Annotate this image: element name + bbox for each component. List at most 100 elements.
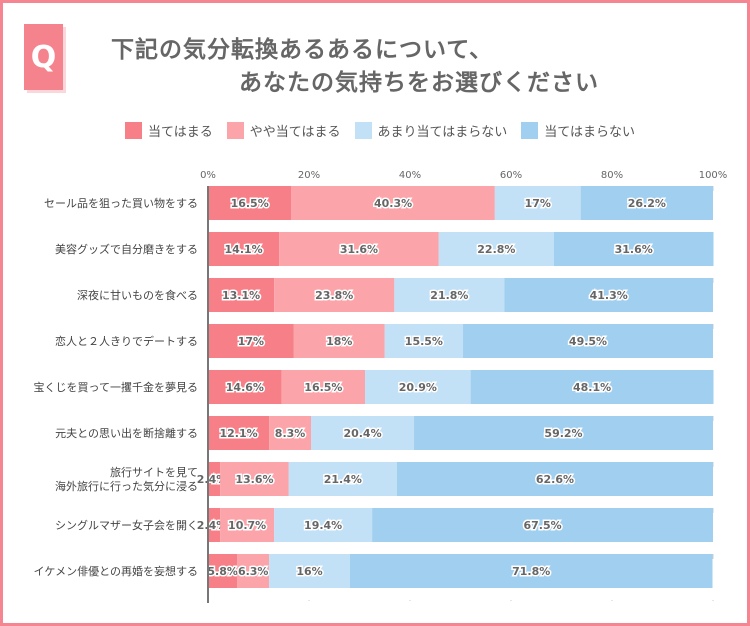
bar-segment: [274, 278, 395, 312]
data-label: 19.4%: [304, 519, 342, 532]
data-label: 67.5%: [523, 519, 561, 532]
data-label: 10.7%: [228, 519, 266, 532]
legend-swatch: [125, 122, 142, 139]
category-label: 恋人と２人きりでデートする: [55, 334, 198, 348]
data-label: 17%: [238, 335, 264, 348]
bar-segment: [494, 186, 581, 220]
bar-segment: [288, 462, 397, 496]
data-label: 12.1%: [219, 427, 257, 440]
title-line-1: 下記の気分転換あるあるについて、: [111, 37, 494, 63]
data-label: 23.8%: [315, 289, 353, 302]
bar-segment: [208, 232, 280, 266]
tick-label: 100%: [699, 170, 728, 181]
bar-segment: [311, 416, 415, 450]
legend: 当てはまる やや当てはまる あまり当てはまらない 当てはまらない: [125, 121, 635, 140]
bar-segment: [349, 554, 713, 588]
data-label: 16.5%: [304, 381, 342, 394]
tick-label: 80%: [601, 170, 623, 181]
bar-segment: [396, 462, 713, 496]
data-label: 26.2%: [628, 197, 666, 210]
data-label: 17%: [525, 197, 551, 210]
tick-label: 60%: [500, 170, 522, 181]
category-label: 海外旅行に行った気分に浸る: [55, 479, 198, 493]
bar-segment: [274, 508, 373, 542]
bar-segment: [237, 554, 270, 588]
bar-segment: [208, 554, 238, 588]
legend-label: あまり当てはまらない: [377, 125, 508, 140]
data-label: 14.1%: [225, 243, 263, 256]
category-label: シングルマザー女子会を開く: [55, 518, 198, 532]
category-label: 深夜に甘いものを食べる: [77, 288, 198, 302]
category-label: 旅行サイトを見て: [110, 465, 198, 479]
bar-segment: [208, 186, 292, 220]
data-label: 48.1%: [573, 381, 611, 394]
legend-item: やや当てはまる: [226, 121, 341, 140]
bar-segment: [293, 324, 385, 358]
data-label: 16.5%: [231, 197, 269, 210]
bar-segment: [281, 370, 366, 404]
data-label: 15.5%: [405, 335, 443, 348]
bar-segment: [208, 370, 282, 404]
bar-segment: [580, 186, 713, 220]
data-label: 62.6%: [536, 473, 574, 486]
data-label: 59.2%: [544, 427, 582, 440]
q-badge: Q: [24, 24, 63, 90]
data-label: 13.6%: [235, 473, 273, 486]
data-label: 20.9%: [399, 381, 437, 394]
bar-segment: [208, 324, 294, 358]
legend-swatch: [521, 122, 539, 139]
tick-label: 20%: [298, 170, 320, 181]
category-label: セール品を狙った買い物をする: [44, 196, 198, 210]
data-label: 5.8%: [207, 565, 238, 578]
data-label: 20.4%: [343, 427, 381, 440]
data-label: 18%: [326, 335, 352, 348]
legend-item: 当てはまる: [125, 121, 213, 140]
legend-label: 当てはまらない: [544, 125, 635, 140]
bar-segment: [291, 186, 495, 220]
bar-segment: [279, 232, 439, 266]
bar-segment: [504, 278, 713, 312]
category-label: イケメン俳優との再婚を妄想する: [33, 564, 198, 578]
bar-segment: [384, 324, 464, 358]
data-label: 14.6%: [226, 381, 264, 394]
bar-segment: [394, 278, 505, 312]
title-line-2: あなたの気持ちをお選びください: [239, 70, 599, 96]
bar-segment: [365, 370, 471, 404]
legend-label: やや当てはまる: [249, 125, 341, 140]
bar-segment: [220, 462, 289, 496]
data-label: 16%: [296, 565, 322, 578]
bar-segment: [269, 554, 350, 588]
tick-label: 40%: [399, 170, 421, 181]
legend-item: 当てはまらない: [521, 121, 635, 140]
bar-segment: [208, 508, 221, 542]
data-label: 41.3%: [590, 289, 628, 302]
bar-segment: [438, 232, 554, 266]
data-label: 8.3%: [275, 427, 306, 440]
data-label: 40.3%: [374, 197, 412, 210]
category-label: 元夫との思い出を断捨離する: [55, 426, 198, 440]
data-label: 22.8%: [477, 243, 515, 256]
bar-segment: [463, 324, 713, 358]
legend-swatch: [226, 122, 244, 139]
bar-segment: [372, 508, 713, 542]
legend-label: 当てはまる: [148, 125, 213, 140]
stacked-bar-chart: 0% 20% 40% 60% 80% 100% 16.5% 40.3% 17% 26.2% セール品…: [33, 170, 728, 603]
category-label: 美容グッズで自分磨きをする: [55, 242, 198, 256]
bar-segment: [269, 416, 312, 450]
bar-segment: [208, 278, 275, 312]
data-label: 6.3%: [238, 565, 269, 578]
legend-item: あまり当てはまらない: [354, 121, 508, 140]
data-label: 31.6%: [340, 243, 378, 256]
bar-segment: [553, 232, 714, 266]
data-label: 71.8%: [512, 565, 550, 578]
data-label: 13.1%: [222, 289, 260, 302]
bar-segment: [470, 370, 714, 404]
bar-segment: [220, 508, 275, 542]
tick-label: 0%: [200, 170, 216, 181]
category-label: 宝くじを買って一攫千金を夢見る: [34, 380, 198, 394]
data-label: 49.5%: [569, 335, 607, 348]
bar-segment: [208, 416, 270, 450]
bar-segment: [414, 416, 713, 450]
data-label: 21.8%: [430, 289, 468, 302]
